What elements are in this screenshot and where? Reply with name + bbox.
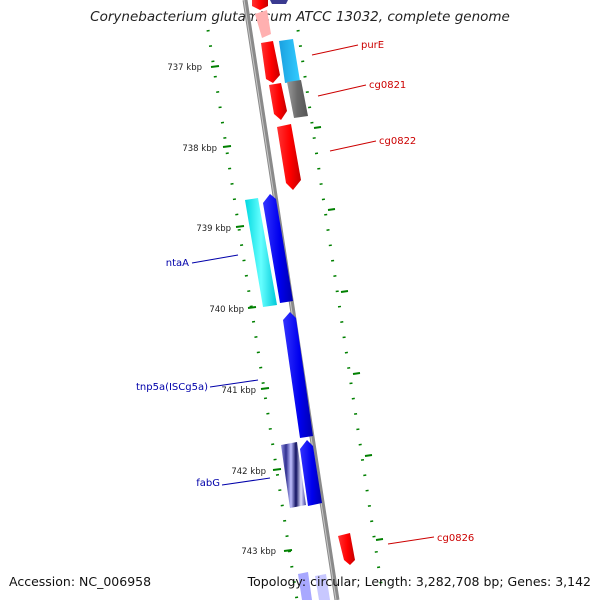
reverse-strand-genes: [245, 194, 330, 600]
gene-label-cg0826[interactable]: cg0826: [437, 533, 474, 544]
gene-label-tnp5a[interactable]: tnp5a(ISCg5a): [136, 382, 208, 393]
gene-feature-cg0821-alt[interactable]: [269, 83, 287, 120]
gene-feature-partial-bottom-2[interactable]: [315, 574, 330, 600]
gene-label-fabG[interactable]: fabG: [196, 478, 220, 489]
gene-label-cg0822[interactable]: cg0822: [379, 136, 416, 147]
gene-label-cg0821[interactable]: cg0821: [369, 80, 406, 91]
scale-tick: [235, 225, 245, 228]
scale-tick: [222, 145, 232, 148]
scale-label-740: 740 kbp: [209, 305, 244, 315]
scale-tick: [283, 549, 293, 552]
genome-summary-text: Topology: circular; Length: 3,282,708 bp…: [247, 574, 591, 589]
scale-tick: [210, 65, 220, 68]
gene-feature-partial-top[interactable]: [252, 0, 268, 10]
gene-feature-cg0822[interactable]: [277, 124, 301, 190]
label-leaders: [191, 44, 435, 545]
forward-strand-genes: [261, 39, 355, 565]
leader-cg0826: [387, 536, 435, 545]
scale-tick: [352, 372, 361, 375]
gene-feature-purE-alt[interactable]: [261, 41, 280, 83]
scale-label-737: 737 kbp: [167, 63, 202, 73]
scale-tick: [340, 290, 349, 293]
gene-label-ntaA[interactable]: ntaA: [166, 258, 189, 269]
leader-fabG: [221, 477, 271, 486]
leader-purE: [311, 44, 359, 56]
scale-label-743: 743 kbp: [241, 547, 276, 557]
gene-feature-partial-top-dark[interactable]: [270, 0, 288, 4]
gene-feature-ntaA[interactable]: [245, 198, 277, 307]
scale-label-742: 742 kbp: [231, 467, 266, 477]
leader-ntaA: [191, 254, 239, 264]
scale-label-741: 741 kbp: [221, 386, 256, 396]
gene-feature-purE[interactable]: [279, 39, 300, 83]
leader-tnp5a: [209, 379, 259, 388]
accession-text: Accession: NC_006958: [9, 574, 152, 589]
gene-label-purE[interactable]: purE: [361, 40, 384, 51]
scale-tick: [260, 387, 270, 390]
scale-label-738: 738 kbp: [182, 144, 217, 154]
scale-line-outer: [296, 29, 384, 591]
scale-tick: [313, 126, 322, 129]
gene-feature-cg0821[interactable]: [287, 80, 308, 118]
scale-ticks: [210, 65, 384, 552]
gene-feature-ntaA-partner[interactable]: [263, 194, 293, 303]
scale-label-739: 739 kbp: [196, 224, 231, 234]
leader-cg0822: [329, 140, 377, 152]
scale-tick: [247, 306, 257, 309]
gene-feature-tnp5a[interactable]: [283, 312, 313, 438]
scale-tick: [272, 468, 282, 471]
map-title: Corynebacterium glutamicum ATCC 13032, c…: [90, 9, 510, 25]
leader-cg0821: [317, 84, 367, 97]
scale-tick: [375, 538, 384, 541]
gene-feature-fabG[interactable]: [281, 442, 306, 508]
scale-tick: [327, 208, 336, 211]
gene-feature-partial-bottom[interactable]: [298, 572, 312, 600]
scale-line-inner: [206, 29, 299, 600]
gene-feature-fabG-partner[interactable]: [300, 440, 322, 506]
gene-feature-faded[interactable]: [255, 10, 271, 38]
scale-tick: [364, 454, 373, 457]
gene-feature-cg0826[interactable]: [338, 533, 355, 565]
